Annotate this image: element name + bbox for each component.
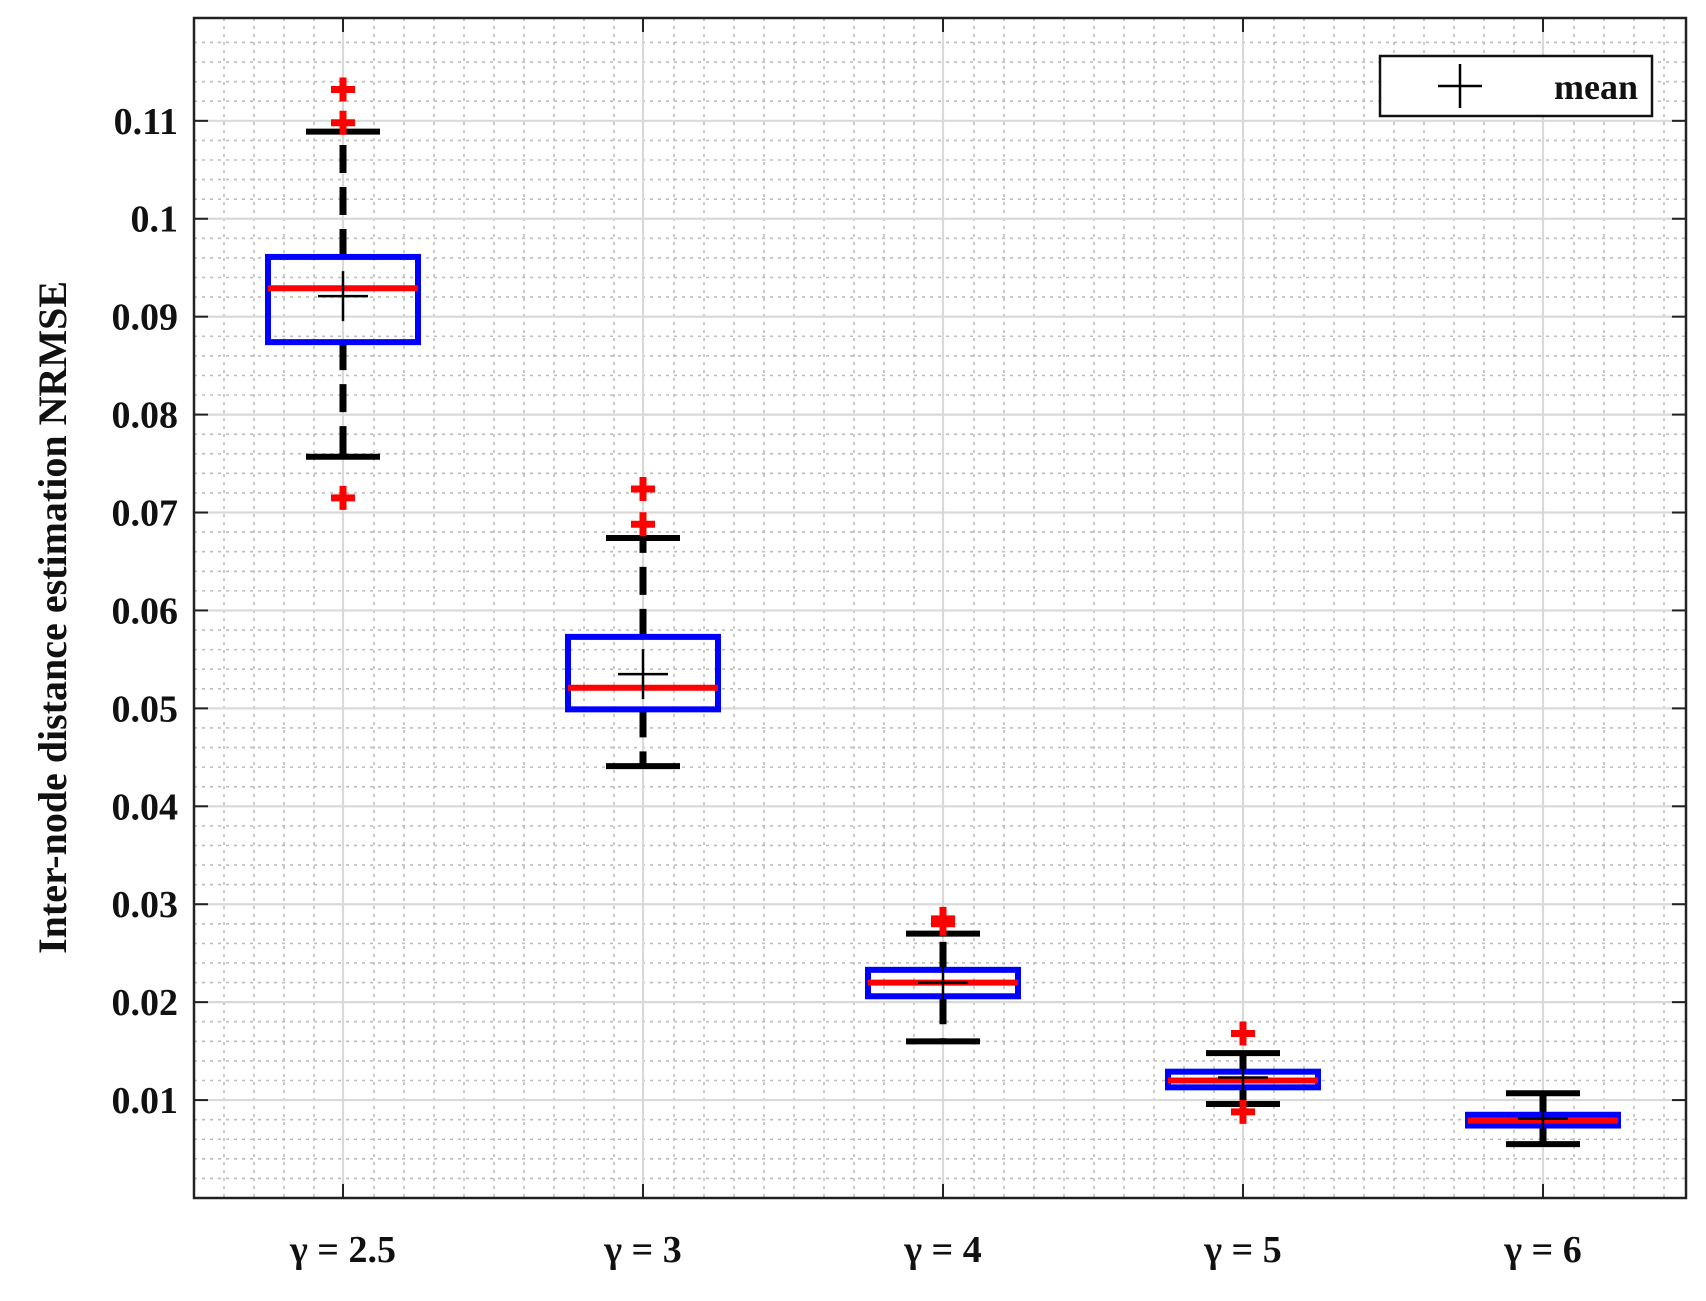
axis-ticks: 0.01 0.02 0.03 0.04 0.05 0.06 0.07 0.08 0.09 0.1 0… [112, 18, 1686, 1271]
x-tick-label: γ = 5 [1203, 1229, 1281, 1271]
box-group [865, 906, 1021, 1045]
outlier-marker [1231, 1099, 1255, 1124]
outlier-marker [631, 512, 655, 537]
box-plot-series [265, 77, 1621, 1148]
x-tick-label: γ = 4 [903, 1229, 981, 1271]
legend-box [1378, 54, 1654, 118]
outlier-marker [931, 906, 955, 931]
plot-area-frame [192, 16, 1688, 1200]
y-tick-label: 0.03 [112, 884, 179, 926]
legend: mean [1378, 54, 1654, 118]
outlier-marker [331, 110, 355, 135]
y-tick-label: 0.01 [112, 1080, 179, 1122]
y-axis-label: Inter-node distance estimation NRMSE [30, 281, 75, 954]
mean-marker [1518, 1093, 1568, 1144]
mean-marker [318, 271, 368, 322]
mean-marker [918, 957, 968, 1008]
y-tick-label: 0.05 [112, 688, 179, 730]
y-tick-label: 0.1 [131, 199, 179, 241]
y-tick-label: 0.04 [112, 786, 179, 828]
legend-mean-marker [1438, 64, 1482, 108]
outlier-marker [631, 477, 655, 502]
mean-marker [618, 649, 668, 700]
outlier-marker [331, 485, 355, 510]
x-tick-label: γ = 3 [603, 1229, 681, 1271]
y-tick-label: 0.09 [112, 297, 179, 339]
box [265, 253, 421, 346]
y-tick-label: 0.08 [112, 395, 179, 437]
legend-label: mean [1554, 67, 1638, 107]
box-group [1165, 1021, 1321, 1124]
y-tick-label: 0.02 [112, 982, 179, 1024]
x-tick-label: γ = 2.5 [289, 1229, 396, 1271]
box-group [565, 477, 721, 770]
box-group [265, 77, 421, 510]
outlier-marker [1231, 1021, 1255, 1046]
box [565, 633, 721, 713]
y-tick-label: 0.06 [112, 590, 179, 632]
box-group [1465, 1090, 1621, 1148]
mean-marker [1218, 1052, 1268, 1103]
x-tick-label: γ = 6 [1503, 1229, 1581, 1271]
y-tick-label: 0.11 [114, 101, 178, 143]
y-tick-label: 0.07 [112, 493, 179, 535]
outlier-marker [331, 77, 355, 102]
